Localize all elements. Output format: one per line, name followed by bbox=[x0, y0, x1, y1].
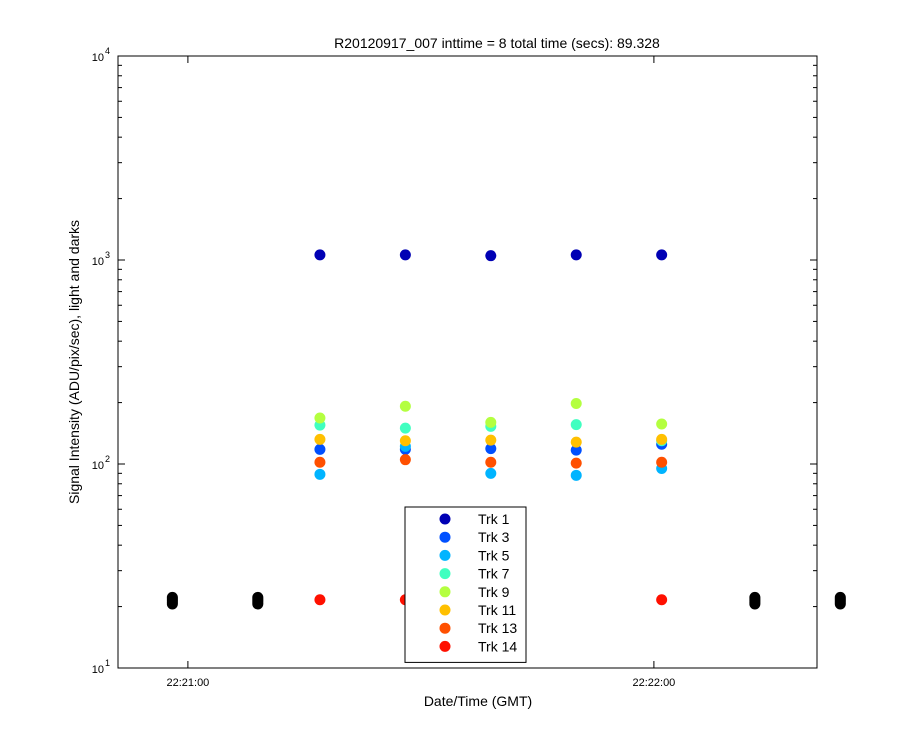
data-point bbox=[314, 468, 326, 480]
y-tick-label: 10 bbox=[92, 664, 104, 676]
data-point bbox=[166, 591, 178, 603]
legend-label: Trk 13 bbox=[478, 620, 517, 636]
legend-marker bbox=[439, 568, 451, 580]
legend-marker bbox=[439, 549, 451, 561]
data-point bbox=[314, 412, 326, 424]
legend-marker bbox=[439, 640, 451, 652]
data-point bbox=[485, 467, 497, 479]
series-trk-11 bbox=[314, 433, 668, 448]
data-point bbox=[314, 594, 326, 606]
data-point bbox=[570, 397, 582, 409]
data-point bbox=[399, 400, 411, 412]
data-marks bbox=[166, 249, 846, 610]
y-tick-label: 10 bbox=[92, 52, 104, 64]
legend-label: Trk 3 bbox=[478, 529, 510, 545]
data-point bbox=[570, 469, 582, 481]
y-tick-label: 10 bbox=[92, 460, 104, 472]
series-dark-frames bbox=[166, 591, 846, 610]
legend-marker bbox=[439, 531, 451, 543]
y-tick-exponent: 3 bbox=[105, 250, 110, 260]
series-trk-13 bbox=[314, 454, 668, 469]
legend-item: Trk 7 bbox=[439, 566, 510, 582]
data-point bbox=[399, 249, 411, 261]
legend-item: Trk 3 bbox=[439, 529, 510, 545]
data-point bbox=[399, 454, 411, 466]
data-point bbox=[570, 457, 582, 469]
legend-item: Trk 5 bbox=[439, 547, 510, 563]
data-point bbox=[656, 433, 668, 445]
legend-label: Trk 11 bbox=[478, 602, 516, 618]
x-axis-label: Date/Time (GMT) bbox=[424, 693, 532, 709]
legend: Trk 1 Trk 3 Trk 5 Trk 7 Trk 9 Trk 11 Trk 13 Trk… bbox=[404, 506, 527, 663]
data-point bbox=[656, 456, 668, 468]
chart-title: R20120917_007 inttime = 8 total time (se… bbox=[334, 35, 660, 51]
data-point bbox=[749, 591, 761, 603]
data-point bbox=[485, 416, 497, 428]
y-tick-exponent: 4 bbox=[105, 46, 110, 56]
data-point bbox=[656, 594, 668, 606]
legend-label: Trk 1 bbox=[478, 511, 510, 527]
legend-box bbox=[404, 506, 527, 663]
data-point bbox=[485, 443, 497, 455]
data-point bbox=[570, 436, 582, 448]
x-tick-label: 22:22:00 bbox=[632, 677, 675, 689]
legend-label: Trk 9 bbox=[478, 584, 510, 600]
series-trk-1 bbox=[314, 249, 668, 262]
data-point bbox=[314, 443, 326, 455]
legend-label: Trk 14 bbox=[478, 638, 517, 654]
legend-item: Trk 13 bbox=[439, 620, 517, 636]
y-tick-exponent: 2 bbox=[105, 454, 110, 464]
legend-marker bbox=[439, 622, 451, 634]
legend-label: Trk 5 bbox=[478, 547, 510, 563]
y-axis-label: Signal Intensity (ADU/pix/sec), light an… bbox=[66, 220, 82, 504]
legend-item: Trk 9 bbox=[439, 584, 510, 600]
data-point bbox=[314, 433, 326, 445]
data-point bbox=[485, 456, 497, 468]
plot-frame bbox=[117, 55, 818, 669]
legend-label: Trk 7 bbox=[478, 566, 510, 582]
series-trk-9 bbox=[314, 397, 668, 430]
data-point bbox=[399, 422, 411, 434]
y-tick-label: 10 bbox=[92, 256, 104, 268]
legend-marker bbox=[439, 513, 451, 525]
data-point bbox=[314, 456, 326, 468]
y-tick-exponent: 1 bbox=[105, 658, 110, 668]
data-point bbox=[314, 249, 326, 261]
data-point bbox=[570, 249, 582, 261]
data-point bbox=[570, 419, 582, 431]
data-point bbox=[485, 434, 497, 446]
legend-marker bbox=[439, 586, 451, 598]
legend-marker bbox=[439, 604, 451, 616]
data-point bbox=[570, 444, 582, 456]
data-point bbox=[485, 250, 497, 262]
data-point bbox=[399, 435, 411, 447]
data-point bbox=[252, 591, 264, 603]
legend-item: Trk 14 bbox=[439, 638, 517, 654]
x-tick-label: 22:21:00 bbox=[166, 677, 209, 689]
legend-item: Trk 11 bbox=[439, 602, 516, 618]
data-point bbox=[656, 418, 668, 430]
plot-area bbox=[117, 55, 818, 669]
data-point bbox=[834, 591, 846, 603]
data-point bbox=[656, 249, 668, 261]
legend-item: Trk 1 bbox=[439, 511, 510, 527]
